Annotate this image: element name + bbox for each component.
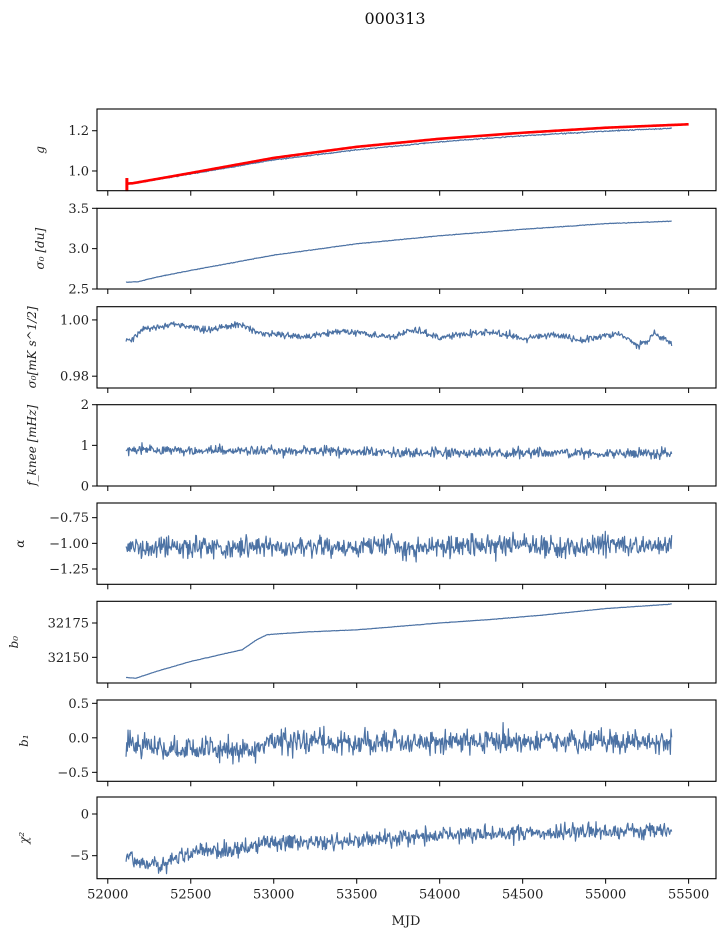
series-line-b1	[125, 722, 673, 765]
panel-b1: −0.5 0.0 0.5 b₁	[17, 697, 717, 787]
y-axis-label-fknee: f_knee [mHz]	[25, 405, 39, 487]
y-axis-label-b0: b₀	[7, 636, 21, 649]
y-axis-label-g: g	[33, 146, 47, 154]
x-tick-label: 55500	[668, 888, 709, 903]
panel-alpha: −1.25 −1.00 −0.75 α	[13, 502, 717, 590]
axes-frame	[96, 600, 717, 684]
y-tick-label: 1.00	[60, 313, 89, 328]
y-tick-label: −5	[70, 849, 89, 864]
series-line-sigma0_mK	[125, 321, 673, 350]
y-axis-label-sigma0_mK: σ₀[mK s^1/2]	[25, 306, 39, 388]
axes-frame	[96, 699, 717, 782]
panels: 1.0 1.2 g 2.5 3.0 3.5 σ₀ [du] 0.98 1.00 σ₀[mK s^1…	[7, 108, 717, 903]
series-line-g_fit	[125, 122, 689, 185]
series-line-chi2	[125, 821, 673, 875]
panel-g: 1.0 1.2 g	[33, 108, 717, 196]
axes-frame	[96, 207, 717, 290]
x-tick-label: 54500	[502, 888, 543, 903]
x-tick-label: 52500	[170, 888, 211, 903]
panel-sigma0_mK: 0.98 1.00 σ₀[mK s^1/2]	[25, 306, 717, 393]
series-line-b0	[126, 603, 672, 679]
panel-fknee: 0 1 2 f_knee [mHz]	[25, 398, 717, 495]
series-line-alpha	[125, 530, 673, 563]
y-tick-label: 3.5	[68, 202, 89, 217]
y-tick-label: −1.25	[49, 563, 89, 578]
y-tick-label: 1.2	[68, 124, 89, 139]
panel-sigma0_du: 2.5 3.0 3.5 σ₀ [du]	[33, 202, 717, 298]
x-tick-label: 54000	[419, 888, 460, 903]
series-line-fknee	[125, 442, 673, 461]
y-tick-label: 0	[81, 480, 89, 495]
x-tick-label: 52000	[87, 888, 128, 903]
axes-frame	[96, 306, 717, 389]
x-tick-label: 53000	[253, 888, 294, 903]
panel-chi2: −5 0 52000 52500 53000 53500 54000 54500 55000 55…	[17, 796, 717, 903]
y-tick-label: −1.00	[49, 537, 89, 552]
y-tick-label: 3.0	[68, 242, 89, 257]
y-tick-label: 2	[81, 398, 89, 413]
y-tick-label: 0	[81, 808, 89, 823]
y-tick-label: −0.75	[49, 511, 89, 526]
y-tick-label: 2.5	[68, 283, 89, 298]
y-tick-label: 0.5	[68, 697, 89, 712]
figure-title: 000313	[364, 9, 425, 28]
y-tick-label: 0.98	[60, 370, 89, 385]
y-tick-label: 1	[81, 439, 89, 454]
y-tick-label: 32150	[48, 651, 89, 666]
axes-frame	[96, 796, 717, 880]
y-tick-label: 32175	[48, 616, 89, 631]
series-line-g	[125, 127, 673, 185]
y-axis-label-sigma0_du: σ₀ [du]	[33, 228, 47, 270]
panel-b0: 32150 32175 b₀	[7, 600, 717, 688]
y-tick-label: 1.0	[68, 164, 89, 179]
y-tick-label: −0.5	[57, 766, 89, 781]
series-line-sigma0_du	[125, 220, 672, 283]
y-axis-label-b1: b₁	[17, 734, 31, 747]
x-tick-label: 55000	[585, 888, 626, 903]
x-axis-label: MJD	[392, 914, 421, 929]
x-tick-label: 53500	[336, 888, 377, 903]
y-tick-label: 0.0	[68, 731, 89, 746]
y-axis-label-alpha: α	[13, 540, 27, 548]
y-axis-label-chi2: χ²	[17, 832, 31, 845]
axes-frame	[96, 404, 717, 487]
axes-frame	[96, 108, 717, 192]
